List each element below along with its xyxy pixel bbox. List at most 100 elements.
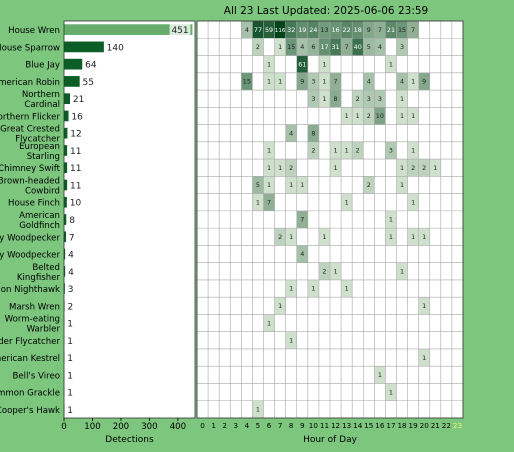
heatmap-cell-value: 3 bbox=[367, 95, 371, 103]
hour-tick-label: 16 bbox=[375, 421, 385, 430]
heatmap-cell-value: 1 bbox=[322, 78, 326, 86]
heatmap-cell-value: 4 bbox=[289, 129, 293, 137]
heatmap-cell-value: 77 bbox=[254, 26, 262, 34]
heatmap-cell-value: 2 bbox=[367, 112, 371, 120]
species-label: House Sparrow bbox=[0, 43, 60, 53]
heatmap-cell-value: 31 bbox=[331, 43, 339, 51]
heatmap-cell-value: 1 bbox=[422, 233, 426, 241]
heatmap-cell-value: 1 bbox=[411, 233, 415, 241]
detection-bar bbox=[64, 111, 69, 122]
heatmap-cell-value: 4 bbox=[367, 78, 371, 86]
bar-value-label: 7 bbox=[69, 233, 75, 243]
heatmap-cell-value: 4 bbox=[400, 78, 404, 86]
heatmap-cell-value: 1 bbox=[289, 233, 293, 241]
species-label: Cardinal bbox=[24, 100, 60, 110]
species-label: Brown-headed bbox=[0, 176, 60, 186]
bar-value-label: 10 bbox=[70, 199, 82, 209]
heatmap-cell-value: 1 bbox=[378, 371, 382, 379]
heatmap-cell-value: 13 bbox=[320, 26, 328, 34]
detection-bar bbox=[64, 93, 70, 104]
heatmap-cell-value: 10 bbox=[376, 112, 384, 120]
detection-bar bbox=[64, 145, 67, 156]
hour-tick-label: 14 bbox=[353, 421, 363, 430]
heatmap-cell-value: 1 bbox=[334, 267, 338, 275]
hour-tick-label: 21 bbox=[431, 421, 440, 430]
heatmap-cell-value: 1 bbox=[322, 233, 326, 241]
hour-tick-label: 0 bbox=[200, 421, 205, 430]
chart-title: All 23 Last Updated: 2025-06-06 23:59 bbox=[224, 5, 428, 17]
heatmap-cell-value: 7 bbox=[345, 43, 349, 51]
x-tick-label: 200 bbox=[113, 422, 129, 432]
detection-bar bbox=[64, 42, 104, 53]
species-label: Warbler bbox=[27, 325, 61, 335]
detection-bar bbox=[64, 59, 82, 70]
heatmap-cell-value: 1 bbox=[389, 216, 393, 224]
species-label: Belted bbox=[32, 263, 60, 273]
heatmap-cell-value: 116 bbox=[275, 28, 286, 34]
heatmap-cell-value: 32 bbox=[287, 26, 295, 34]
species-label: Northern Flicker bbox=[0, 112, 60, 122]
heatmap-cell-value: 2 bbox=[422, 164, 426, 172]
detection-bar bbox=[64, 162, 67, 173]
species-label: Common Grackle bbox=[0, 389, 60, 399]
species-label: Starling bbox=[27, 152, 60, 162]
species-label: Goldfinch bbox=[19, 221, 60, 231]
bar-value-label: 11 bbox=[70, 181, 81, 191]
heatmap-cell-value: 4 bbox=[378, 43, 382, 51]
heatmap-cell-value: 1 bbox=[389, 388, 393, 396]
species-label: American Kestrel bbox=[0, 354, 60, 364]
heatmap-cell-value: 1 bbox=[278, 78, 282, 86]
heatmap-cell-value: 1 bbox=[422, 354, 426, 362]
hour-tick-label: 23 bbox=[453, 421, 462, 430]
species-label: Bell's Vireo bbox=[13, 371, 61, 381]
species-label: Worm-eating bbox=[5, 315, 60, 325]
heatmap-cell-value: 1 bbox=[400, 164, 404, 172]
heatmap-cell-value: 1 bbox=[322, 95, 326, 103]
bar-value-label: 64 bbox=[85, 61, 97, 71]
heatmap-cell-value: 1 bbox=[422, 302, 426, 310]
heatmap-cell-value: 1 bbox=[278, 164, 282, 172]
hour-tick-label: 3 bbox=[234, 421, 239, 430]
heatmap-cell-value: 59 bbox=[265, 26, 273, 34]
heatmap-cell-value: 24 bbox=[309, 26, 317, 34]
hour-tick-label: 13 bbox=[342, 421, 351, 430]
heatmap-cell-value: 1 bbox=[267, 60, 271, 68]
heatmap-cell-value: 1 bbox=[389, 233, 393, 241]
hour-tick-label: 12 bbox=[331, 421, 340, 430]
heatmap-cell-value: 1 bbox=[411, 147, 415, 155]
detection-bar bbox=[64, 128, 67, 139]
bar-value-label: 1 bbox=[67, 337, 73, 347]
species-label: Hairy Woodpecker bbox=[0, 251, 60, 261]
hour-tick-label: 1 bbox=[211, 421, 216, 430]
bar-value-label: 2 bbox=[68, 302, 74, 312]
hour-tick-label: 20 bbox=[420, 421, 430, 430]
species-label: Marsh Wren bbox=[9, 302, 60, 312]
species-label: Common Nighthawk bbox=[0, 285, 60, 295]
heatmap-cell-value: 5 bbox=[367, 43, 371, 51]
heatmap-cell-value: 1 bbox=[267, 319, 271, 327]
heatmap-cell-value: 7 bbox=[334, 78, 338, 86]
hour-tick-label: 17 bbox=[386, 421, 395, 430]
heatmap-cell-value: 1 bbox=[356, 112, 360, 120]
hour-tick-label: 6 bbox=[267, 421, 272, 430]
hour-tick-label: 19 bbox=[409, 421, 419, 430]
heatmap-cell-value: 1 bbox=[345, 285, 349, 293]
bar-value-label: 55 bbox=[83, 78, 94, 88]
heatmap-cell-value: 17 bbox=[320, 43, 328, 51]
heatmap-cell-value: 2 bbox=[311, 147, 315, 155]
bar-value-label: 1 bbox=[67, 371, 73, 381]
detection-bar bbox=[64, 197, 67, 208]
heatmap-cell-value: 19 bbox=[298, 26, 306, 34]
heatmap-cell-value: 3 bbox=[311, 78, 315, 86]
heatmap-cell-value: 5 bbox=[256, 181, 260, 189]
heatmap-cell-value: 21 bbox=[387, 26, 395, 34]
bar-value-label: 4 bbox=[68, 268, 74, 278]
heatmap-cell-value: 2 bbox=[356, 147, 360, 155]
heatmap-cell-value: 7 bbox=[300, 216, 304, 224]
hour-tick-label: 2 bbox=[222, 421, 227, 430]
heatmap-cell-value: 1 bbox=[433, 164, 437, 172]
bar-value-label: 4 bbox=[68, 251, 74, 261]
hour-tick-label: 10 bbox=[309, 421, 319, 430]
detection-bar bbox=[64, 180, 67, 191]
